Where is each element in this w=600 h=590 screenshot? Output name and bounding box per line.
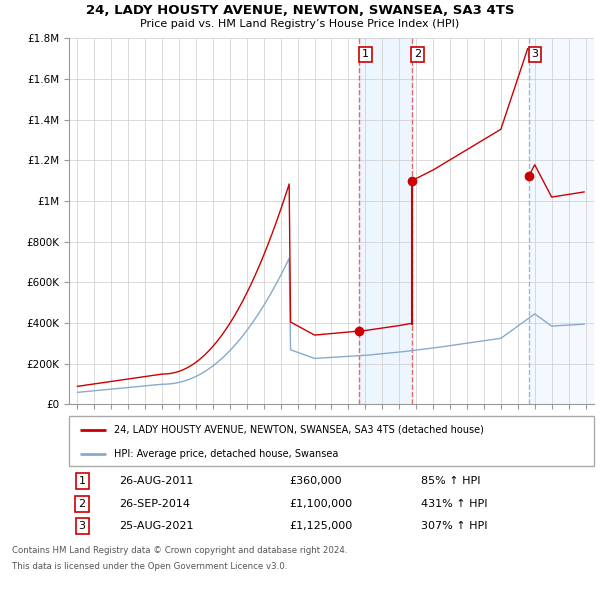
Text: 26-SEP-2014: 26-SEP-2014 xyxy=(119,499,190,509)
Text: £1,100,000: £1,100,000 xyxy=(290,499,353,509)
Text: 24, LADY HOUSTY AVENUE, NEWTON, SWANSEA, SA3 4TS: 24, LADY HOUSTY AVENUE, NEWTON, SWANSEA,… xyxy=(86,4,514,17)
Text: 1: 1 xyxy=(362,50,369,60)
Text: 1: 1 xyxy=(79,476,86,486)
Bar xyxy=(529,38,594,404)
Text: Price paid vs. HM Land Registry’s House Price Index (HPI): Price paid vs. HM Land Registry’s House … xyxy=(140,19,460,29)
Text: 26-AUG-2011: 26-AUG-2011 xyxy=(119,476,193,486)
FancyBboxPatch shape xyxy=(69,416,594,466)
Text: This data is licensed under the Open Government Licence v3.0.: This data is licensed under the Open Gov… xyxy=(12,562,287,571)
Text: 307% ↑ HPI: 307% ↑ HPI xyxy=(421,521,487,531)
Text: 2: 2 xyxy=(414,50,421,60)
Text: 3: 3 xyxy=(79,521,86,531)
Text: 24, LADY HOUSTY AVENUE, NEWTON, SWANSEA, SA3 4TS (detached house): 24, LADY HOUSTY AVENUE, NEWTON, SWANSEA,… xyxy=(113,425,484,435)
Text: 431% ↑ HPI: 431% ↑ HPI xyxy=(421,499,487,509)
Text: 25-AUG-2021: 25-AUG-2021 xyxy=(119,521,193,531)
Text: 85% ↑ HPI: 85% ↑ HPI xyxy=(421,476,480,486)
Text: 3: 3 xyxy=(532,50,538,60)
Text: £360,000: £360,000 xyxy=(290,476,342,486)
Text: 2: 2 xyxy=(79,499,86,509)
Text: £1,125,000: £1,125,000 xyxy=(290,521,353,531)
Bar xyxy=(359,38,412,404)
Text: Contains HM Land Registry data © Crown copyright and database right 2024.: Contains HM Land Registry data © Crown c… xyxy=(12,546,347,555)
Text: HPI: Average price, detached house, Swansea: HPI: Average price, detached house, Swan… xyxy=(113,448,338,458)
